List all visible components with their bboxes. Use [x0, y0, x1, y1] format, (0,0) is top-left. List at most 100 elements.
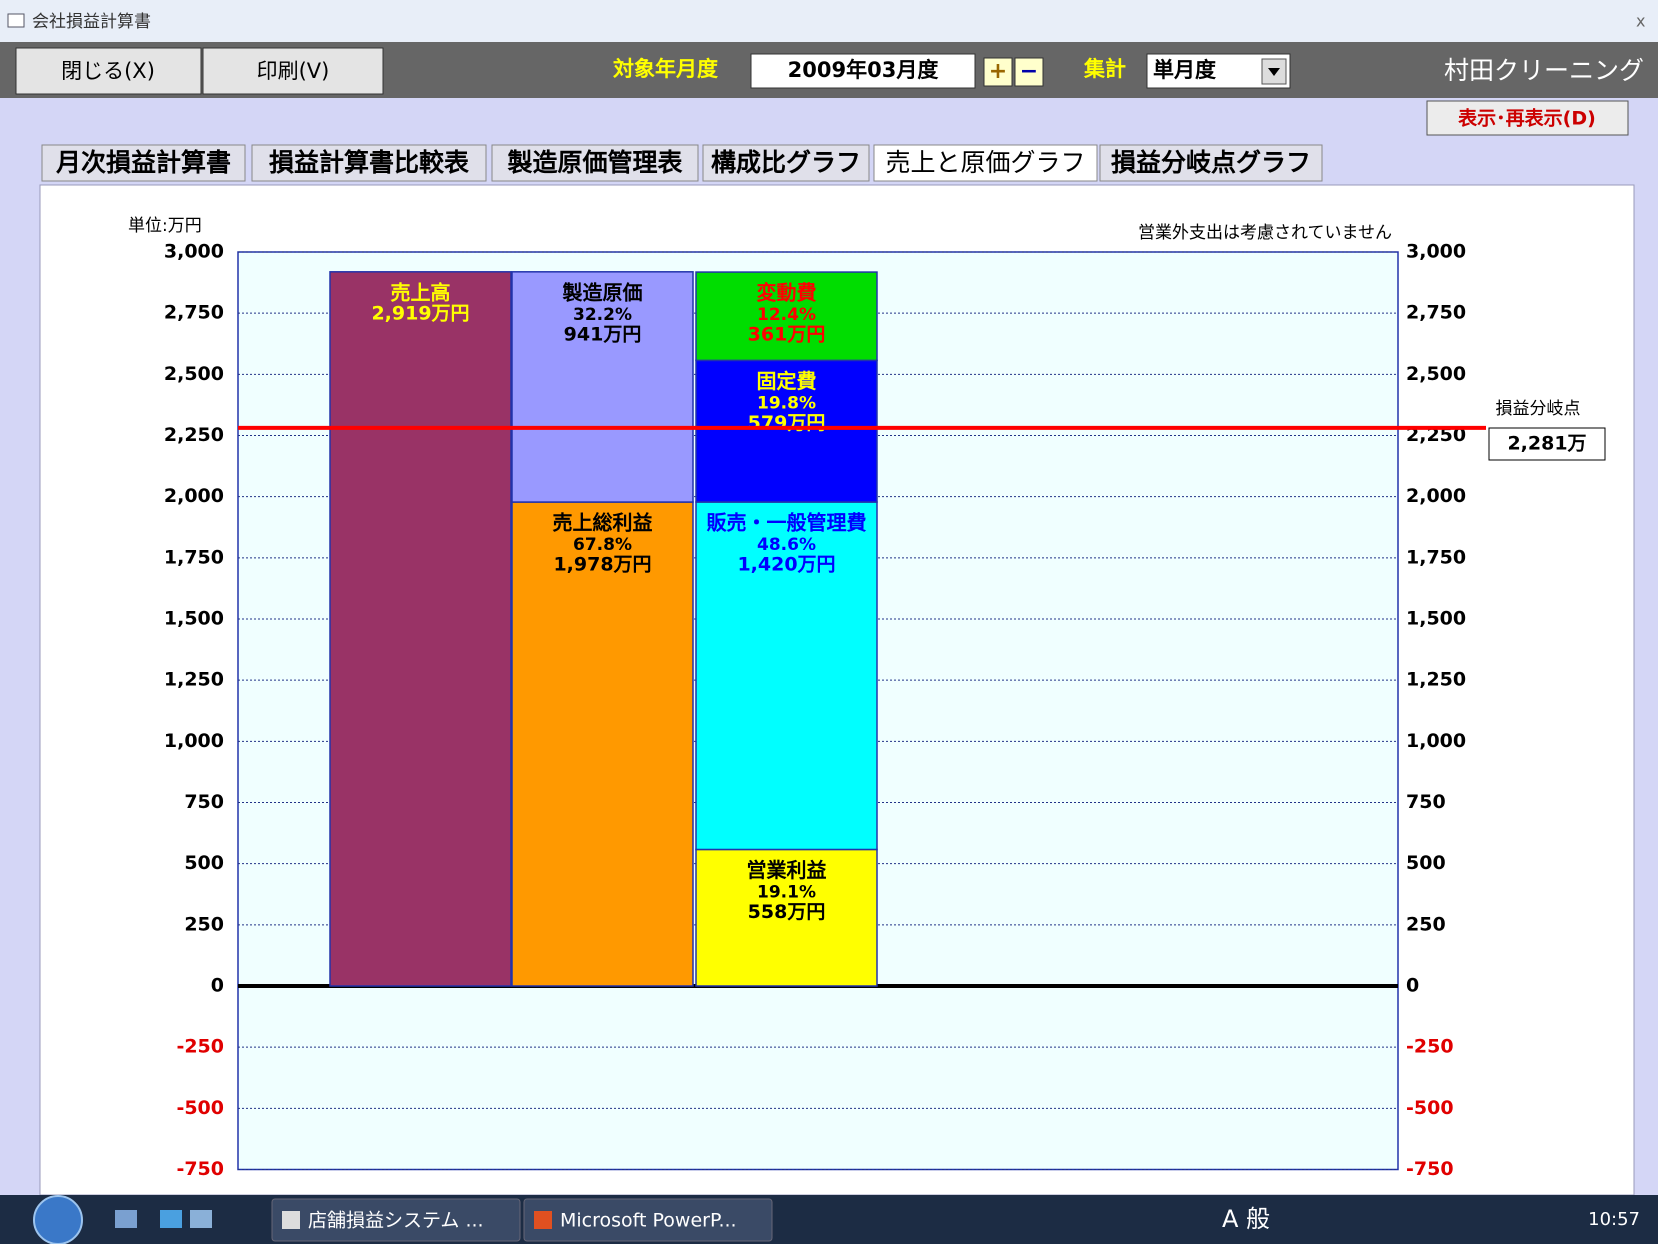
segment-value: 1,420万円: [737, 554, 835, 576]
task-button[interactable]: [271, 1198, 521, 1242]
tab-strip: 月次損益計算書 損益計算書比較表 製造原価管理表 構成比グラフ 売上と原価グラフ 損益分岐…: [41, 144, 1323, 182]
quicklaunch-icon[interactable]: [160, 1210, 182, 1228]
bar-segment: [695, 501, 878, 851]
quicklaunch-icon[interactable]: [115, 1210, 137, 1228]
segment-name: 売上総利益: [553, 511, 653, 535]
y2-tick-label: 0: [1406, 975, 1419, 997]
y-tick-label: 2,250: [164, 424, 224, 446]
segment-value: 941万円: [564, 323, 642, 345]
bar-segment: [695, 271, 878, 362]
aggregate-label: 集計: [1083, 57, 1126, 81]
tab[interactable]: [1099, 144, 1323, 182]
y2-tick-label: 1,000: [1406, 730, 1466, 752]
segment-percent: 19.8%: [757, 393, 816, 413]
y-tick-label: 0: [211, 975, 224, 997]
note: 営業外支出は考慮されていません: [1138, 223, 1392, 243]
tab[interactable]: [491, 144, 699, 182]
y-tick-label: -250: [176, 1036, 224, 1058]
title-bar: [0, 0, 1658, 42]
segment-value: 1,978万円: [553, 554, 651, 576]
plus-button[interactable]: [983, 57, 1013, 87]
y2-tick-label: -500: [1406, 1097, 1454, 1119]
y-tick-label: -750: [176, 1158, 224, 1180]
y-tick-label: 2,000: [164, 485, 224, 507]
tab-label: 月次損益計算書: [55, 148, 231, 177]
y2-tick-label: 1,500: [1406, 608, 1466, 630]
tab[interactable]: [873, 144, 1098, 182]
y2-tick-label: 250: [1406, 913, 1446, 935]
quicklaunch-icon[interactable]: [190, 1210, 212, 1228]
break-even-box: [1488, 427, 1606, 461]
minus-label: −: [1020, 59, 1038, 84]
close-button[interactable]: [15, 47, 202, 95]
tab[interactable]: [251, 144, 487, 182]
tab[interactable]: [41, 144, 246, 182]
segment-value: 361万円: [748, 324, 826, 346]
clock: 10:57: [1588, 1209, 1640, 1230]
segment-percent: 32.2%: [573, 305, 632, 325]
period-input[interactable]: [750, 53, 976, 89]
y2-tick-label: 1,250: [1406, 669, 1466, 691]
bar-segment: [695, 848, 878, 987]
close-icon[interactable]: x: [1636, 12, 1645, 31]
segment-value: 579万円: [748, 412, 826, 434]
y-tick-label: 750: [184, 791, 224, 813]
company-name: 村田クリーニング: [1444, 56, 1644, 85]
close-button-label: 閉じる(X): [61, 59, 155, 83]
bar-segment: [329, 271, 512, 987]
y-tick-label: 1,750: [164, 546, 224, 568]
taskbar: [0, 1195, 1658, 1244]
window-icon: [7, 13, 25, 28]
task-icon: [534, 1211, 552, 1229]
print-button-label: 印刷(V): [257, 59, 330, 83]
aggregate-value: 単月度: [1153, 58, 1216, 82]
y-tick-label: 1,000: [164, 730, 224, 752]
plus-label: +: [989, 59, 1007, 84]
y-tick-label: 250: [184, 913, 224, 935]
task-label: 店舗損益システム ...: [308, 1210, 484, 1232]
task-icon: [282, 1211, 300, 1229]
segment-percent: 48.6%: [757, 535, 816, 555]
segment-name: 製造原価: [563, 280, 643, 304]
minus-button[interactable]: [1014, 57, 1044, 87]
segment-percent: 67.8%: [573, 535, 632, 555]
y-tick-label: 500: [184, 852, 224, 874]
period-value: 2009年03月度: [788, 58, 939, 82]
y-tick-label: 2,500: [164, 363, 224, 385]
break-even-label: 損益分岐点: [1496, 399, 1581, 419]
y-tick-label: 1,500: [164, 608, 224, 630]
y-tick-label: 1,250: [164, 669, 224, 691]
segment-name: 販売・一般管理費: [707, 511, 867, 535]
task-label: Microsoft PowerP...: [560, 1210, 737, 1232]
y2-tick-label: 1,750: [1406, 546, 1466, 568]
tab-label: 製造原価管理表: [506, 148, 683, 177]
tab[interactable]: [702, 144, 870, 182]
break-even-value: 2,281万: [1507, 433, 1586, 455]
task-button[interactable]: [523, 1198, 773, 1242]
chart: 単位:万円 営業外支出は考慮されていません -750 -750 -500 -500 -250…: [128, 216, 1606, 1180]
refresh-button[interactable]: [1426, 100, 1629, 136]
print-button[interactable]: [202, 47, 384, 95]
y2-tick-label: 2,000: [1406, 485, 1466, 507]
segment-percent: 12.4%: [757, 305, 816, 325]
start-button[interactable]: [33, 1195, 83, 1244]
refresh-button-label: 表示･再表示(D): [1458, 107, 1596, 130]
tab-label: 構成比グラフ: [711, 148, 861, 177]
y2-tick-label: -250: [1406, 1036, 1454, 1058]
tab-label: 損益計算書比較表: [269, 148, 470, 177]
segment-value: 558万円: [748, 901, 826, 923]
bar-segment: [695, 359, 878, 503]
period-label: 対象年月度: [613, 57, 718, 81]
segment-value: 2,919万円: [371, 302, 469, 324]
segment-name: 売上高: [391, 280, 451, 304]
y-tick-label: -500: [176, 1097, 224, 1119]
tab-label: 損益分岐点グラフ: [1111, 148, 1311, 177]
y2-tick-label: -750: [1406, 1158, 1454, 1180]
y2-tick-label: 2,500: [1406, 363, 1466, 385]
y2-tick-label: 500: [1406, 852, 1446, 874]
segment-name: 変動費: [757, 281, 817, 305]
tray-ime: A 般: [1222, 1205, 1270, 1233]
bar-segment: [511, 271, 694, 503]
